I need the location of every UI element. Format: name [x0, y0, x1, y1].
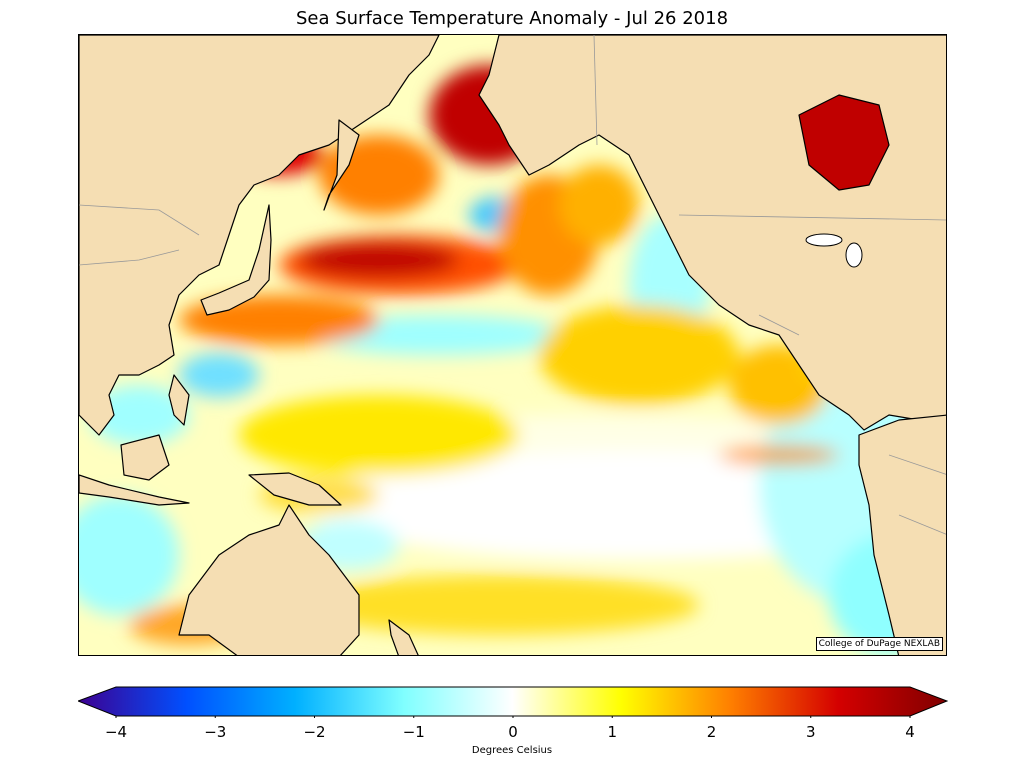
java-sumatra: [79, 474, 190, 506]
colorbar-tick-label: 2: [706, 723, 717, 741]
colorbar-tick-label: −4: [104, 723, 128, 741]
colorbar-tick-label: 3: [805, 723, 816, 741]
colorbar-tick-label: −1: [402, 723, 425, 741]
map-title: Sea Surface Temperature Anomaly - Jul 26…: [295, 8, 729, 29]
colorbar-tick-label: 1: [607, 723, 618, 741]
kamchatka: [323, 119, 360, 211]
asia-landmass: [79, 35, 440, 436]
great-lakes: [805, 233, 863, 268]
credit-label: College of DuPage NEXLAB: [815, 637, 943, 651]
colorbar-label: Degrees Celsius: [471, 745, 553, 756]
sst-anomaly-map: College of DuPage NEXLAB: [78, 34, 947, 656]
land-masses: [79, 35, 946, 655]
japan: [200, 204, 272, 316]
new-guinea: [248, 472, 342, 506]
philippines: [168, 374, 190, 426]
colorbar: [78, 686, 948, 718]
south-america-landmass: [858, 414, 946, 655]
borneo: [120, 434, 170, 481]
colorbar-tick-label: −3: [204, 723, 227, 741]
hudson-bay: [798, 94, 890, 191]
colorbar-tick-label: −2: [303, 723, 326, 741]
colorbar-bar: [78, 686, 948, 717]
new-zealand: [388, 619, 419, 655]
map-canvas: [79, 35, 946, 655]
colorbar-tick-label: 4: [905, 723, 915, 741]
political-borders: [79, 35, 946, 535]
colorbar-tick-label: 0: [508, 723, 518, 741]
colorbar-tick-marks: [115, 716, 911, 718]
australia: [178, 504, 360, 655]
